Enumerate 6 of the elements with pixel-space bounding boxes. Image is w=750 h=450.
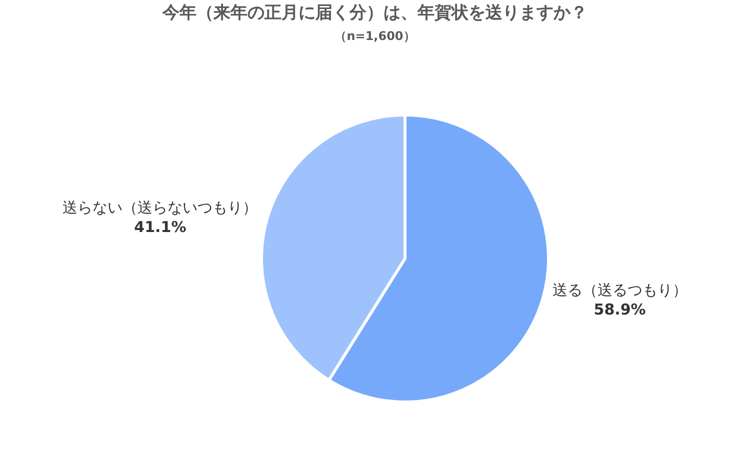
slice-label: 送る（送るつもり） <box>552 280 688 299</box>
chart-title: 今年（来年の正月に届く分）は、年賀状を送りますか？ <box>162 3 588 23</box>
data-label: 58.9% <box>594 300 646 318</box>
data-label: 41.1% <box>134 218 186 236</box>
slice-label: 送らない（送らないつもり） <box>62 198 258 217</box>
chart-subtitle: （n=1,600） <box>334 29 416 44</box>
